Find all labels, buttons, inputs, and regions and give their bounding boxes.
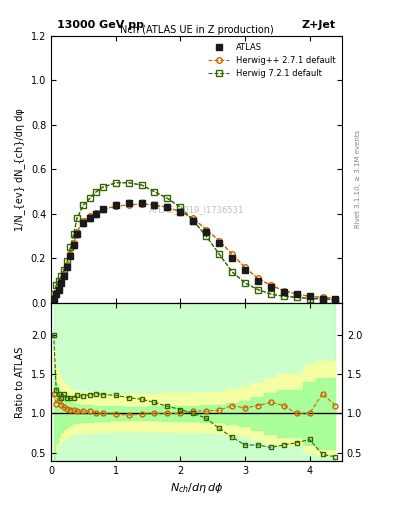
Text: Rivet 3.1.10, ≥ 3.1M events: Rivet 3.1.10, ≥ 3.1M events [354,130,361,228]
Y-axis label: Ratio to ATLAS: Ratio to ATLAS [15,346,25,418]
Text: Z+Jet: Z+Jet [302,20,336,31]
Text: ATLAS_2019_I1736531: ATLAS_2019_I1736531 [149,205,244,214]
X-axis label: $N_{ch}/d\eta\,d\phi$: $N_{ch}/d\eta\,d\phi$ [170,481,223,495]
Title: Nch (ATLAS UE in Z production): Nch (ATLAS UE in Z production) [119,25,274,35]
Legend: ATLAS, Herwig++ 2.7.1 default, Herwig 7.2.1 default: ATLAS, Herwig++ 2.7.1 default, Herwig 7.… [206,40,338,80]
Text: 13000 GeV pp: 13000 GeV pp [57,20,144,31]
Y-axis label: 1/N_{ev} dN_{ch}/dη dφ: 1/N_{ev} dN_{ch}/dη dφ [15,108,25,231]
